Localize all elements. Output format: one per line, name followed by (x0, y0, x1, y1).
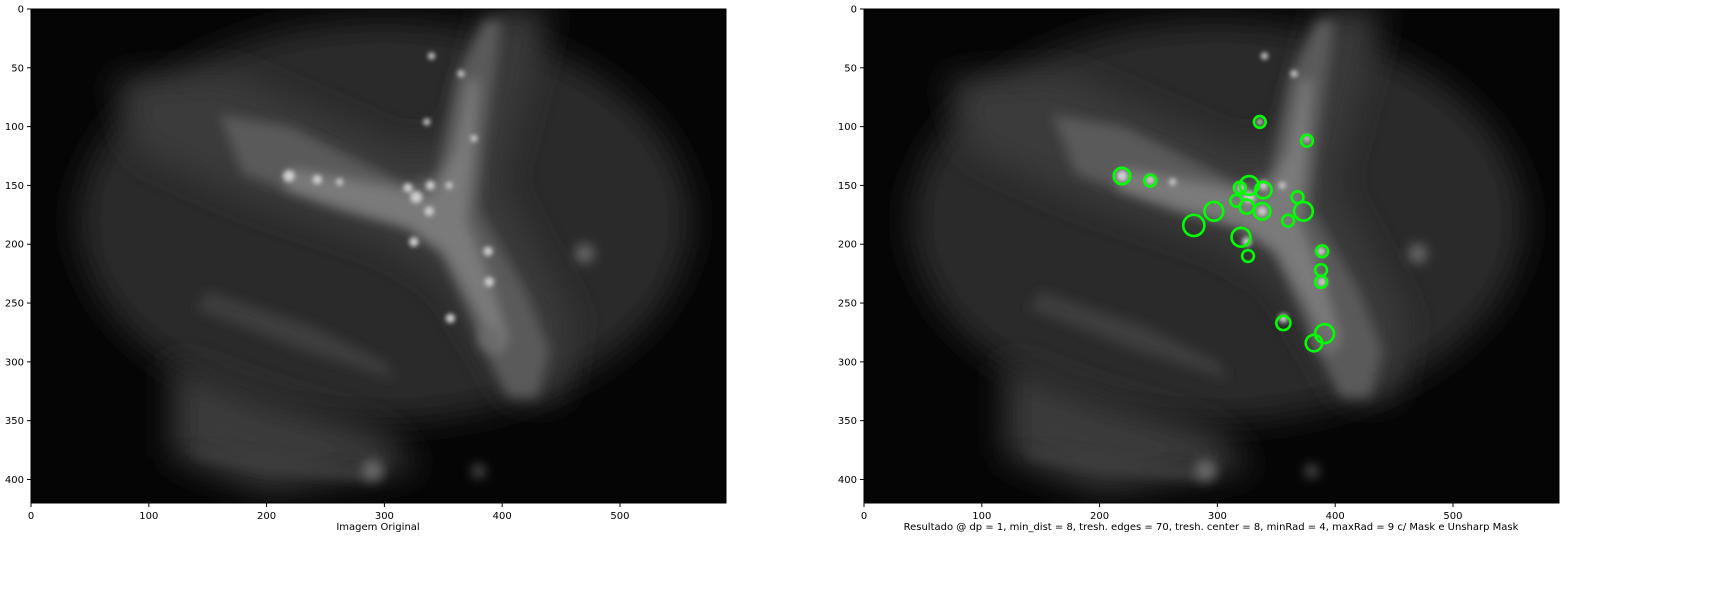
detected-circles (1112, 114, 1336, 353)
y-tick-label: 0 (18, 5, 24, 16)
result-image (864, 9, 1559, 503)
detected-circle (1253, 180, 1273, 200)
panel-caption: Resultado @ dp = 1, min_dist = 8, tresh.… (904, 522, 1519, 533)
y-tick-label: 0 (851, 5, 857, 16)
panel-result: 0 100 200 300 400 500 0 50 100 150 200 250 300 350 400… (838, 5, 1560, 533)
y-tick-label: 400 (5, 475, 24, 486)
y-tick-label: 400 (838, 475, 857, 486)
detected-circle (1143, 173, 1158, 188)
y-tick-label: 150 (838, 181, 857, 192)
x-tick-label: 300 (1208, 511, 1227, 522)
x-tick-label: 200 (1090, 511, 1109, 522)
detected-circle (1252, 114, 1267, 130)
x-tick-label: 100 (139, 511, 158, 522)
original-image (31, 9, 726, 503)
y-tick-label: 350 (838, 416, 857, 427)
detected-circle (1315, 244, 1330, 259)
detected-circle (1238, 174, 1260, 197)
y-tick-label: 200 (5, 240, 24, 251)
y-tick-label: 150 (5, 181, 24, 192)
panel-caption: Imagem Original (336, 522, 419, 533)
detected-circle (1252, 201, 1272, 221)
y-tick-label: 300 (838, 357, 857, 368)
y-tick-label: 250 (838, 299, 857, 310)
x-tick-label: 500 (1443, 511, 1462, 522)
y-tick-label: 50 (844, 63, 857, 74)
detected-circle (1299, 133, 1315, 148)
axes-frame (30, 8, 727, 504)
y-tick-label: 350 (5, 416, 24, 427)
y-tick-label: 100 (5, 122, 24, 133)
x-tick-label: 300 (375, 511, 394, 522)
detected-circle (1203, 200, 1225, 223)
x-tick-label: 0 (861, 511, 867, 522)
detected-circle (1274, 314, 1292, 332)
detected-circle (1304, 333, 1324, 353)
detected-circle (1240, 248, 1256, 264)
detected-circle (1280, 213, 1296, 228)
axes-frame (863, 8, 1560, 504)
detected-circle (1292, 200, 1315, 223)
y-tick-label: 250 (5, 299, 24, 310)
x-tick-label: 100 (972, 511, 991, 522)
detected-circle (1230, 226, 1252, 248)
x-tick-label: 0 (28, 511, 34, 522)
detected-circle (1181, 213, 1206, 238)
y-tick-label: 50 (11, 63, 24, 74)
detected-circle (1112, 166, 1132, 186)
x-tick-label: 400 (1326, 511, 1345, 522)
y-tick-label: 300 (5, 357, 24, 368)
y-tick-label: 200 (838, 240, 857, 251)
detected-circle (1313, 274, 1329, 290)
x-tick-label: 400 (493, 511, 512, 522)
x-tick-label: 500 (610, 511, 629, 522)
axes-ticks: 0 100 200 300 400 500 0 50 100 150 200 250 300 350 400 (5, 5, 630, 523)
axes-ticks: 0 100 200 300 400 500 0 50 100 150 200 250 300 350 400 (838, 5, 1463, 523)
panel-original: 0 100 200 300 400 500 0 50 100 150 200 250 300 350 400… (5, 5, 727, 533)
x-tick-label: 200 (257, 511, 276, 522)
y-tick-label: 100 (838, 122, 857, 133)
